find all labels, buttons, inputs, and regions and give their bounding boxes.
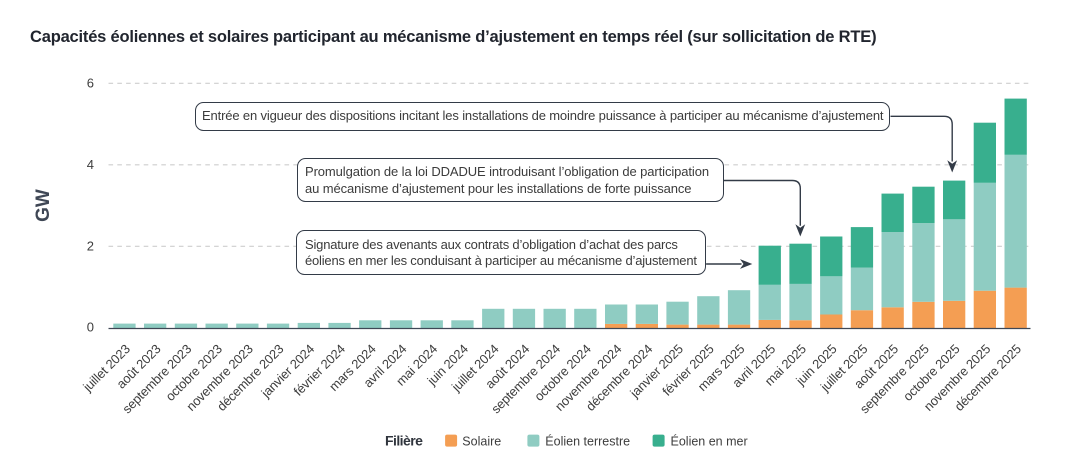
svg-text:6: 6 bbox=[87, 75, 94, 90]
svg-text:Filière: Filière bbox=[385, 433, 423, 449]
svg-text:Solaire: Solaire bbox=[462, 435, 501, 449]
svg-text:4: 4 bbox=[87, 157, 94, 172]
svg-text:Éolien en mer: Éolien en mer bbox=[671, 434, 748, 449]
svg-text:0: 0 bbox=[87, 320, 94, 335]
svg-text:Éolien terrestre: Éolien terrestre bbox=[545, 434, 630, 449]
svg-text:2: 2 bbox=[87, 238, 94, 253]
svg-text:GW: GW bbox=[33, 189, 54, 222]
